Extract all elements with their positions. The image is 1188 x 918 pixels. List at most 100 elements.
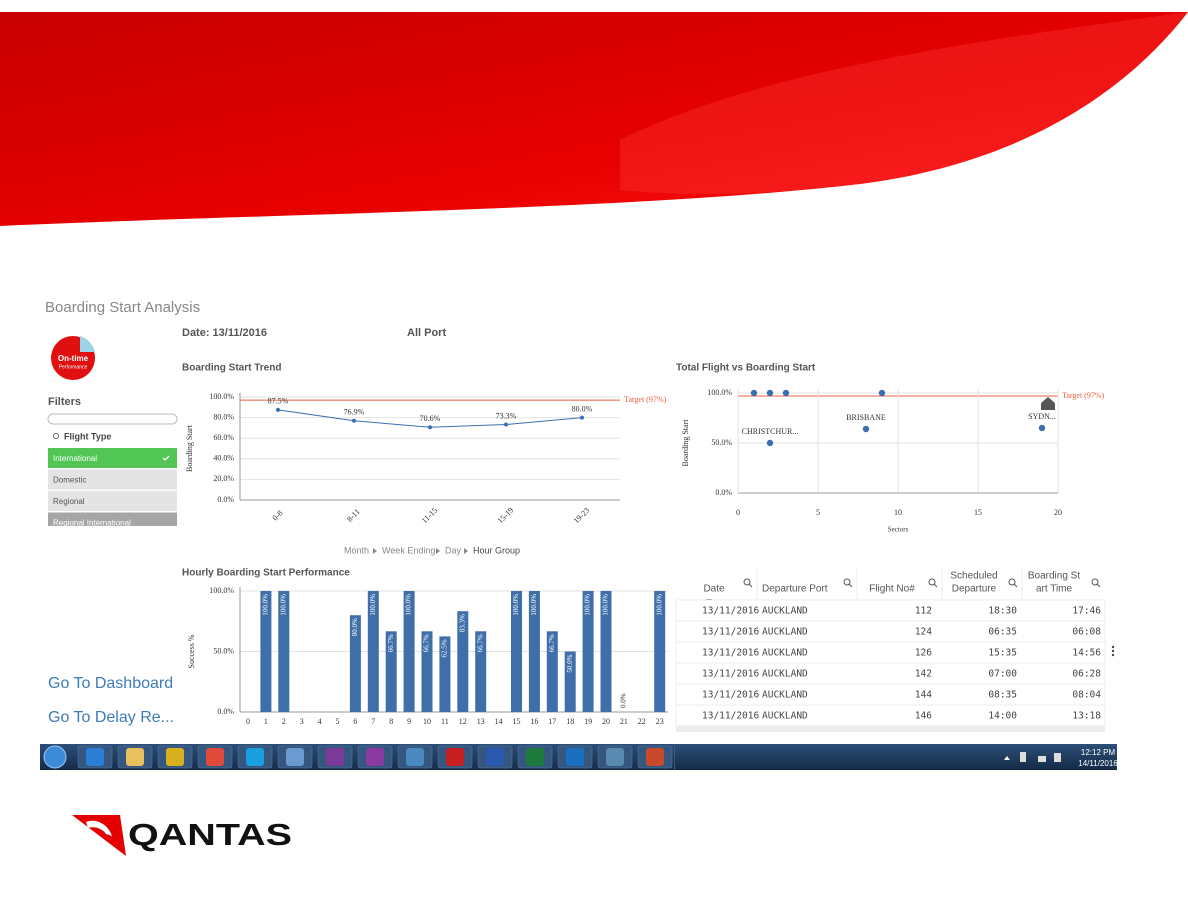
bar[interactable] xyxy=(260,591,272,712)
x-tick-label: 22 xyxy=(638,717,646,726)
search-icon xyxy=(54,537,59,542)
breadcrumb-item[interactable]: Month xyxy=(344,545,369,555)
x-tick-label: 19-23 xyxy=(572,506,592,526)
bar[interactable] xyxy=(403,591,415,712)
bar[interactable] xyxy=(564,651,576,713)
column-header[interactable]: Date xyxy=(703,584,725,595)
point[interactable] xyxy=(750,389,758,397)
point xyxy=(504,422,508,427)
tray-arrow xyxy=(1004,756,1010,760)
column-search-icon[interactable] xyxy=(843,578,851,586)
column-header[interactable]: Flight No# xyxy=(869,584,915,595)
point[interactable] xyxy=(766,389,774,397)
bar[interactable] xyxy=(475,631,487,712)
column-header[interactable]: art Time xyxy=(1036,584,1073,595)
taskbar-app-icon xyxy=(406,748,424,766)
y-tick-label: 50.0% xyxy=(213,646,234,655)
y-tick-label: 0.0% xyxy=(217,495,234,504)
column-header[interactable]: Boarding St xyxy=(1028,571,1080,582)
more-menu-dot[interactable] xyxy=(1111,649,1115,653)
link[interactable]: Go To Delay Re... xyxy=(48,709,174,726)
column-header[interactable]: Departure Port xyxy=(762,584,828,595)
breadcrumb-arrow xyxy=(436,548,440,554)
x-tick-label: 17 xyxy=(548,717,556,726)
y-tick-label: 100.0% xyxy=(707,388,732,397)
column-search-handle xyxy=(1013,583,1018,588)
bar[interactable] xyxy=(278,591,290,712)
bar[interactable] xyxy=(457,611,469,712)
value-label: 66.7% xyxy=(387,634,395,652)
column-search-icon[interactable] xyxy=(743,578,751,586)
table-cell: 14:56 xyxy=(1072,648,1101,659)
target-label: Target (97%) xyxy=(624,395,667,404)
point[interactable] xyxy=(862,425,870,433)
bar[interactable] xyxy=(654,591,666,712)
filter-item[interactable] xyxy=(48,551,177,571)
filter-item[interactable] xyxy=(48,512,177,533)
y-tick-label: 0.0% xyxy=(715,488,732,497)
more-menu-dot[interactable] xyxy=(1111,653,1115,657)
y-tick-label: 20.0% xyxy=(213,474,234,483)
bar[interactable] xyxy=(511,591,522,712)
filter-item[interactable] xyxy=(48,616,177,636)
bar[interactable] xyxy=(349,615,361,712)
breadcrumb-item[interactable]: Day xyxy=(445,545,462,555)
x-tick-label: 8 xyxy=(389,717,393,726)
start-button[interactable] xyxy=(43,745,67,769)
taskbar-app-icon xyxy=(606,748,624,766)
bar[interactable] xyxy=(582,591,594,712)
value-label: 87.5% xyxy=(268,397,289,406)
table-cell: 13/11/2016 xyxy=(702,606,759,617)
filter-item[interactable] xyxy=(48,491,177,511)
bar[interactable] xyxy=(439,636,451,712)
value-label: 73.3% xyxy=(496,411,517,420)
table-cell: 13/11/2016 xyxy=(702,711,759,722)
bar[interactable] xyxy=(385,631,397,712)
logo-quarter xyxy=(80,336,95,352)
taskbar-app-icon xyxy=(86,748,104,766)
x-tick-label: 7 xyxy=(371,717,375,726)
point[interactable] xyxy=(878,389,886,397)
x-tick-label: 5 xyxy=(816,508,820,517)
column-search-icon[interactable] xyxy=(1008,578,1016,586)
point[interactable] xyxy=(1038,424,1046,432)
target-label: Target (97%) xyxy=(1062,391,1105,400)
column-search-icon[interactable] xyxy=(928,578,936,586)
bar[interactable] xyxy=(367,591,379,712)
bar[interactable] xyxy=(528,591,540,712)
bar[interactable] xyxy=(600,591,612,712)
point[interactable] xyxy=(766,439,774,447)
column-header[interactable]: Scheduled xyxy=(950,571,997,582)
more-menu-dot[interactable] xyxy=(1111,645,1115,649)
filter-item[interactable] xyxy=(48,594,177,614)
x-tick-label: 11-15 xyxy=(420,506,439,525)
breadcrumb-item[interactable]: Week Ending xyxy=(382,545,435,555)
x-tick-label: 5 xyxy=(336,717,340,726)
bar[interactable] xyxy=(546,631,558,712)
column-search-handle xyxy=(933,583,938,588)
filter-item[interactable] xyxy=(48,469,177,490)
value-label: 100.0% xyxy=(262,594,270,616)
filter-search[interactable] xyxy=(47,413,178,425)
table-cell: 13:18 xyxy=(1072,711,1101,722)
point xyxy=(428,425,432,430)
filter-item[interactable] xyxy=(48,573,177,593)
tray-icon xyxy=(1020,752,1026,762)
table-cell: 06:08 xyxy=(1072,627,1101,638)
point-label: SYDN... xyxy=(1028,412,1056,421)
filter-item-label: Last 12 Month xyxy=(53,579,104,588)
value-label: 100.0% xyxy=(584,594,592,616)
filter-item[interactable] xyxy=(48,637,177,657)
taskbar-divider xyxy=(674,744,675,770)
column-header[interactable]: Departure xyxy=(952,584,997,595)
filter-item-label: Month To Date xyxy=(53,643,105,652)
breadcrumb-item[interactable]: Hour Group xyxy=(473,545,520,555)
point[interactable] xyxy=(782,389,790,397)
link[interactable]: Go To Dashboard xyxy=(48,675,173,692)
column-search-icon[interactable] xyxy=(1091,578,1099,586)
filter-item-label: Regional xyxy=(53,497,85,506)
filter-item[interactable] xyxy=(48,448,177,468)
bar[interactable] xyxy=(421,631,433,712)
x-tick-label: 11 xyxy=(441,717,449,726)
